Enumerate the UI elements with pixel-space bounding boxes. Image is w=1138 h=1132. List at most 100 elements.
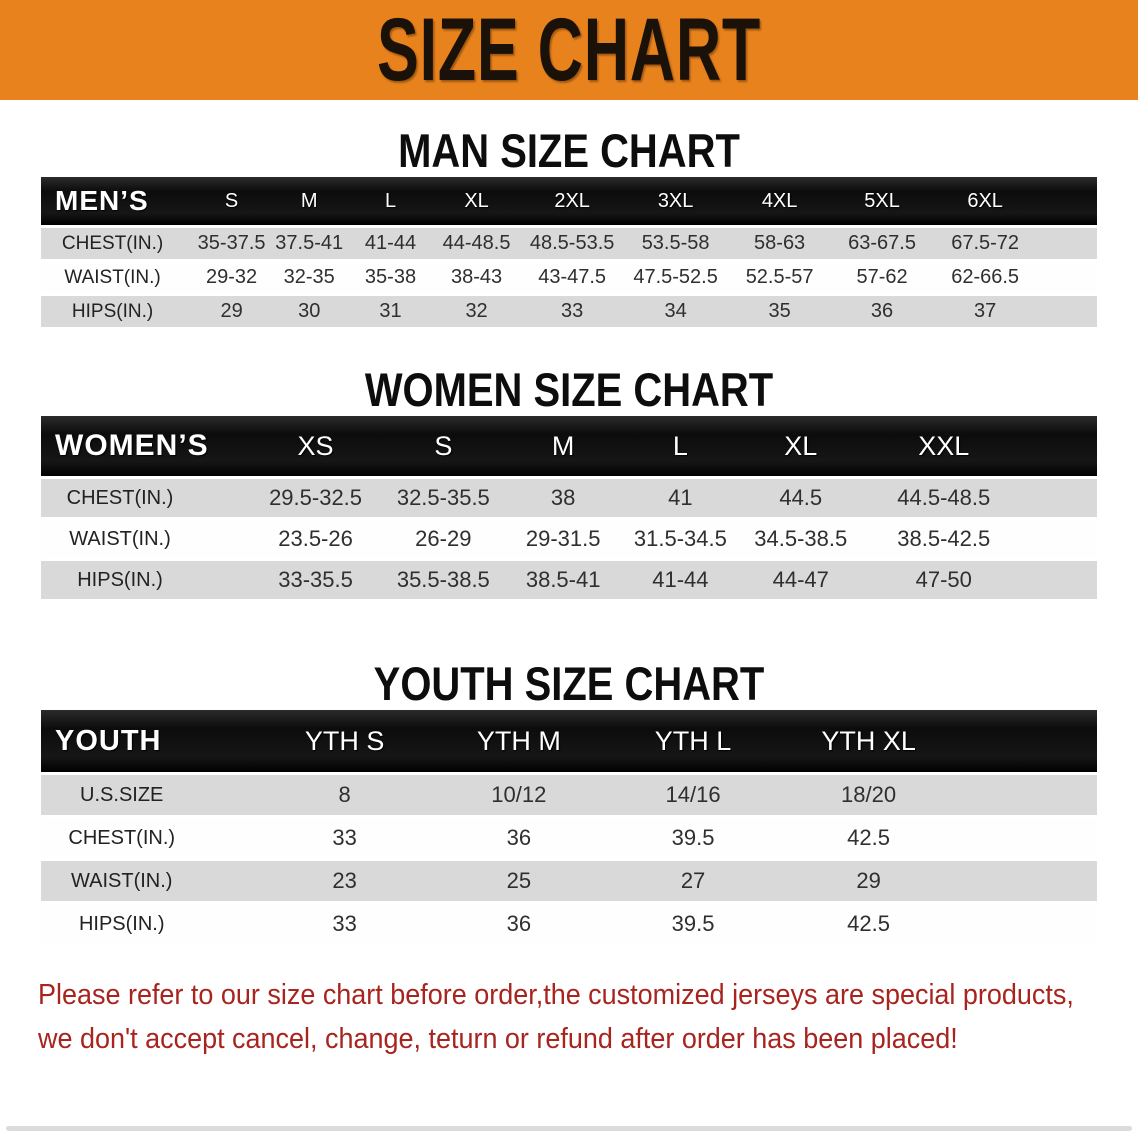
men-section-heading: MAN SIZE CHART [398,124,740,177]
row-label: U.S.SIZE [41,775,258,815]
women-header-row: WOMEN’S XS S M L XL XXL [41,416,1097,476]
cell: 10/12 [431,775,606,815]
cell: 57-62 [830,262,934,293]
youth-waist-row: WAIST(IN.) 23 25 27 29 [41,861,1097,901]
cell: 53.5-58 [622,228,729,259]
youth-chest-row: CHEST(IN.) 33 36 39.5 42.5 [41,818,1097,858]
cell: 41-44 [621,561,739,599]
men-col-header: M [269,177,350,225]
cell: 63-67.5 [830,228,934,259]
cell: 36 [431,818,606,858]
cell: 42.5 [780,904,1097,944]
cell: 48.5-53.5 [521,228,623,259]
men-group-label: MEN’S [41,177,195,225]
cell: 44-48.5 [431,228,522,259]
cell: 38.5-41 [504,561,622,599]
men-col-header: 5XL [830,177,934,225]
cell: 67.5-72 [933,228,1097,259]
bottom-divider [6,1126,1132,1131]
cell: 31.5-34.5 [621,520,739,558]
cell: 42.5 [780,818,1097,858]
cell: 29-32 [194,262,270,293]
cell: 39.5 [605,818,781,858]
cell: 23 [257,861,432,901]
row-label: CHEST(IN.) [41,228,195,259]
women-hips-row: HIPS(IN.) 33-35.5 35.5-38.5 38.5-41 41-4… [41,561,1097,599]
women-chest-row: CHEST(IN.) 29.5-32.5 32.5-35.5 38 41 44.… [41,479,1097,517]
cell: 14/16 [605,775,781,815]
note-line-1: Please refer to our size chart before or… [38,979,1074,1011]
cell: 26-29 [382,520,505,558]
cell: 38 [504,479,622,517]
cell: 29-31.5 [504,520,622,558]
youth-col-header: YTH L [605,710,781,772]
cell: 32.5-35.5 [382,479,505,517]
cell: 31 [349,296,432,327]
youth-header-row: YOUTH YTH S YTH M YTH L YTH XL [41,710,1097,772]
women-size-table: WOMEN’S XS S M L XL XXL CHEST(IN.) 29.5-… [41,413,1097,602]
men-size-table: MEN’S S M L XL 2XL 3XL 4XL 5XL 6XL CHEST… [41,174,1097,330]
youth-group-label: YOUTH [41,710,258,772]
cell: 41 [621,479,739,517]
youth-size-table: YOUTH YTH S YTH M YTH L YTH XL U.S.SIZE … [41,707,1097,947]
women-col-header: XXL [862,416,1097,476]
cell: 33 [257,818,432,858]
order-policy-note: Please refer to our size chart before or… [38,973,1074,1061]
cell: 29.5-32.5 [249,479,383,517]
cell: 34.5-38.5 [738,520,863,558]
row-label: CHEST(IN.) [41,818,258,858]
row-label: WAIST(IN.) [41,262,195,293]
row-label: HIPS(IN.) [41,904,258,944]
youth-section-heading: YOUTH SIZE CHART [373,657,765,710]
cell: 44-47 [738,561,863,599]
men-col-header: 3XL [622,177,729,225]
cell: 34 [622,296,729,327]
cell: 43-47.5 [521,262,623,293]
women-col-header: XL [738,416,863,476]
cell: 39.5 [605,904,781,944]
women-waist-row: WAIST(IN.) 23.5-26 26-29 29-31.5 31.5-34… [41,520,1097,558]
men-chest-row: CHEST(IN.) 35-37.5 37.5-41 41-44 44-48.5… [41,228,1097,259]
cell: 29 [194,296,270,327]
cell: 35.5-38.5 [382,561,505,599]
cell: 30 [269,296,350,327]
cell: 23.5-26 [249,520,383,558]
row-label: CHEST(IN.) [41,479,250,517]
women-col-header: XS [249,416,383,476]
cell: 37 [933,296,1097,327]
women-group-label: WOMEN’S [41,416,250,476]
row-label: WAIST(IN.) [41,861,258,901]
cell: 44.5-48.5 [862,479,1097,517]
cell: 33 [257,904,432,944]
cell: 52.5-57 [728,262,831,293]
cell: 8 [257,775,432,815]
cell: 47.5-52.5 [622,262,729,293]
cell: 38-43 [431,262,522,293]
men-header-row: MEN’S S M L XL 2XL 3XL 4XL 5XL 6XL [41,177,1097,225]
youth-col-header: YTH M [431,710,606,772]
men-col-header: S [194,177,270,225]
banner: SIZE CHART [0,0,1138,100]
women-col-header: S [382,416,505,476]
cell: 33-35.5 [249,561,383,599]
men-col-header: 6XL [933,177,1097,225]
men-waist-row: WAIST(IN.) 29-32 32-35 35-38 38-43 43-47… [41,262,1097,293]
youth-ussize-row: U.S.SIZE 8 10/12 14/16 18/20 [41,775,1097,815]
youth-hips-row: HIPS(IN.) 33 36 39.5 42.5 [41,904,1097,944]
cell: 44.5 [738,479,863,517]
women-col-header: M [504,416,622,476]
cell: 29 [780,861,1097,901]
row-label: WAIST(IN.) [41,520,250,558]
cell: 27 [605,861,781,901]
youth-col-header: YTH S [257,710,432,772]
cell: 32 [431,296,522,327]
cell: 41-44 [349,228,432,259]
women-section-heading: WOMEN SIZE CHART [364,363,774,416]
cell: 36 [830,296,934,327]
row-label: HIPS(IN.) [41,296,195,327]
cell: 37.5-41 [269,228,350,259]
cell: 35-38 [349,262,432,293]
cell: 25 [431,861,606,901]
cell: 32-35 [269,262,350,293]
